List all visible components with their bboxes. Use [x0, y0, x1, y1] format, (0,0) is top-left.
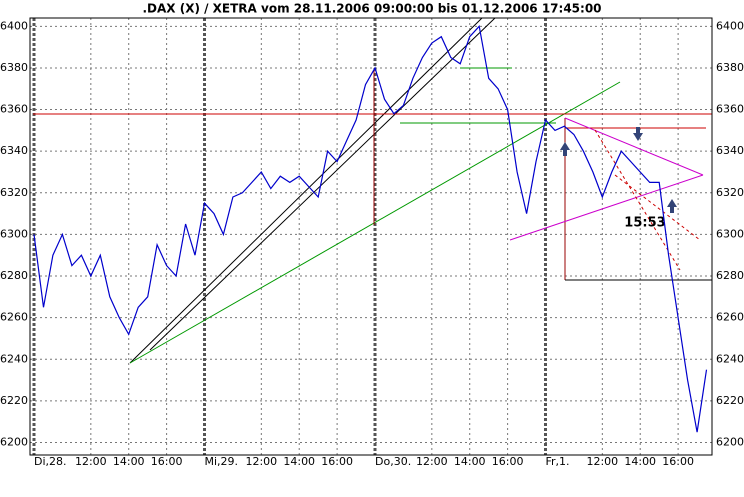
- y-tick-label-right: 6340: [716, 144, 744, 157]
- x-tick-label: 16:00: [492, 455, 524, 468]
- annotations: [33, 17, 712, 364]
- y-tick-label-right: 6220: [716, 394, 744, 407]
- arrow-up: [560, 142, 570, 156]
- x-tick-label: Fr,1.: [546, 455, 570, 468]
- x-tick-label: 14:00: [454, 455, 486, 468]
- y-tick-label: 6380: [0, 61, 28, 74]
- y-tick-label: 6280: [0, 269, 28, 282]
- y-tick-label-right: 6400: [716, 19, 744, 32]
- x-tick-label: 16:00: [151, 455, 183, 468]
- y-tick-label-right: 6320: [716, 186, 744, 199]
- price-line: [33, 25, 708, 433]
- arrow-down: [633, 127, 643, 141]
- y-tick-label-right: 6260: [716, 311, 744, 324]
- x-tick-label: Di,28.: [34, 455, 67, 468]
- arrow-up: [667, 199, 677, 213]
- y-tick-label-right: 6200: [716, 436, 744, 449]
- x-tick-label: 12:00: [245, 455, 277, 468]
- x-tick-label: 12:00: [586, 455, 618, 468]
- y-tick-label-right: 6380: [716, 61, 744, 74]
- x-tick-label: Do,30.: [375, 455, 411, 468]
- y-tick-label-right: 6240: [716, 352, 744, 365]
- channel-line: [129, 17, 483, 364]
- y-tick-label: 6340: [0, 144, 28, 157]
- triangle-line: [509, 174, 704, 241]
- x-tick-label: 14:00: [624, 455, 656, 468]
- y-tick-label: 6360: [0, 103, 28, 116]
- x-tick-label: Mi,29.: [205, 455, 239, 468]
- x-tick-label: 12:00: [75, 455, 107, 468]
- x-tick-label: 14:00: [113, 455, 145, 468]
- y-tick-label-right: 6360: [716, 103, 744, 116]
- x-tick-label: 16:00: [662, 455, 694, 468]
- x-tick-label: 16:00: [321, 455, 353, 468]
- annotation: 15:53: [624, 216, 665, 231]
- y-tick-label: 6320: [0, 186, 28, 199]
- grid: [30, 18, 712, 455]
- y-tick-label: 6200: [0, 436, 28, 449]
- y-tick-label: 6400: [0, 19, 28, 32]
- chart-title: .DAX (X) / XETRA vom 28.11.2006 09:00:00…: [142, 2, 601, 16]
- y-tick-label-right: 6280: [716, 269, 744, 282]
- y-tick-label: 6240: [0, 352, 28, 365]
- y-tick-label: 6220: [0, 394, 28, 407]
- x-tick-label: 14:00: [283, 455, 315, 468]
- triangle-line: [564, 117, 704, 176]
- x-tick-label: 12:00: [416, 455, 448, 468]
- plot-frame: [29, 17, 713, 456]
- y-tick-label-right: 6300: [716, 227, 744, 240]
- channel-line: [149, 17, 496, 351]
- y-tick-label: 6300: [0, 227, 28, 240]
- trend-line: [129, 81, 621, 364]
- y-tick-label: 6260: [0, 311, 28, 324]
